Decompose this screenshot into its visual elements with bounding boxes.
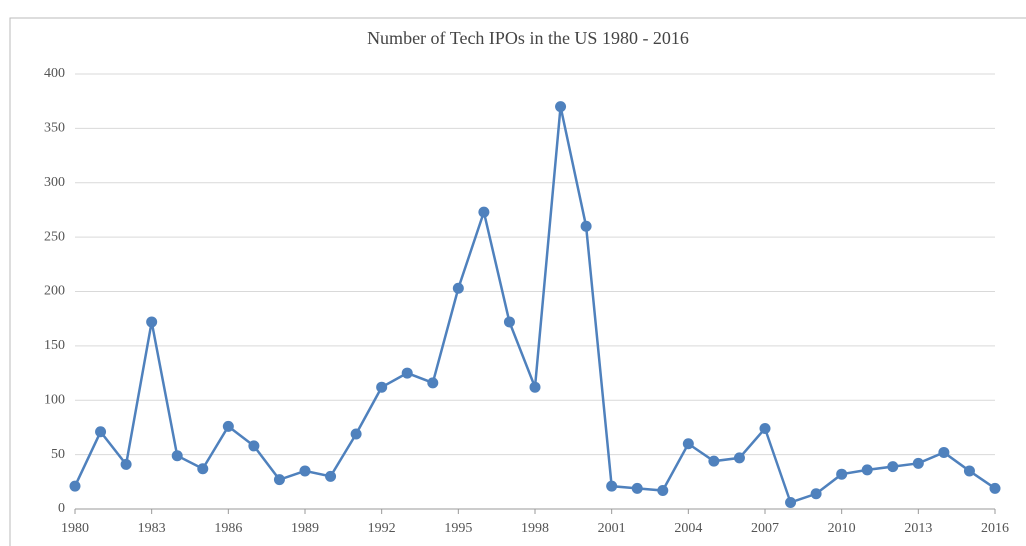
data-point xyxy=(146,316,158,328)
data-point xyxy=(836,468,848,480)
data-point xyxy=(733,452,745,464)
x-tick-label: 1992 xyxy=(368,521,396,536)
data-point xyxy=(95,426,107,438)
data-point xyxy=(631,482,643,494)
data-point xyxy=(197,463,209,475)
y-tick-label: 250 xyxy=(44,229,65,244)
data-point xyxy=(861,464,873,476)
x-tick-label: 2001 xyxy=(598,521,626,536)
data-point xyxy=(912,457,924,469)
x-tick-label: 1983 xyxy=(138,521,166,536)
y-tick-label: 350 xyxy=(44,121,65,136)
data-point xyxy=(171,450,183,462)
data-point xyxy=(350,428,362,440)
data-point xyxy=(529,381,541,393)
data-point xyxy=(299,465,311,477)
x-tick-label: 1980 xyxy=(61,521,89,536)
x-tick-label: 2004 xyxy=(674,521,702,536)
data-point xyxy=(503,316,515,328)
data-point xyxy=(478,206,490,218)
data-point xyxy=(248,440,260,452)
y-tick-label: 200 xyxy=(44,284,65,299)
data-point xyxy=(657,485,669,497)
y-tick-label: 400 xyxy=(44,66,65,81)
data-point xyxy=(452,282,464,294)
data-line xyxy=(73,106,996,505)
data-point xyxy=(963,465,975,477)
data-point xyxy=(580,220,592,232)
x-tick-label: 2007 xyxy=(751,521,779,536)
data-point xyxy=(376,381,388,393)
x-tick-label: 1995 xyxy=(444,521,472,536)
data-point xyxy=(69,480,81,492)
y-tick-label: 300 xyxy=(44,175,65,190)
data-point xyxy=(887,461,899,473)
chart-title: Number of Tech IPOs in the US 1980 - 201… xyxy=(367,28,689,48)
data-point xyxy=(938,446,950,458)
data-point xyxy=(606,480,618,492)
data-point xyxy=(555,101,567,113)
data-point xyxy=(273,474,285,486)
data-point xyxy=(708,455,720,467)
data-point xyxy=(401,367,413,379)
x-tick-label: 2013 xyxy=(904,521,932,536)
x-tick-label: 1986 xyxy=(214,521,242,536)
data-point xyxy=(682,438,694,450)
data-point xyxy=(989,482,1001,494)
data-point xyxy=(759,423,771,435)
y-tick-label: 100 xyxy=(44,392,65,407)
chart-frame xyxy=(9,17,1026,546)
y-tick-label: 50 xyxy=(51,447,65,462)
data-point xyxy=(120,458,132,470)
data-point xyxy=(427,377,439,389)
data-point xyxy=(222,420,234,432)
x-tick-label: 1998 xyxy=(521,521,549,536)
y-tick-label: 0 xyxy=(58,501,65,516)
data-point xyxy=(810,488,822,500)
x-tick-label: 1989 xyxy=(291,521,319,536)
x-tick-label: 2016 xyxy=(981,521,1009,536)
y-tick-label: 150 xyxy=(44,338,65,353)
x-tick-label: 2010 xyxy=(828,521,856,536)
data-point xyxy=(785,496,797,508)
data-point xyxy=(325,470,337,482)
